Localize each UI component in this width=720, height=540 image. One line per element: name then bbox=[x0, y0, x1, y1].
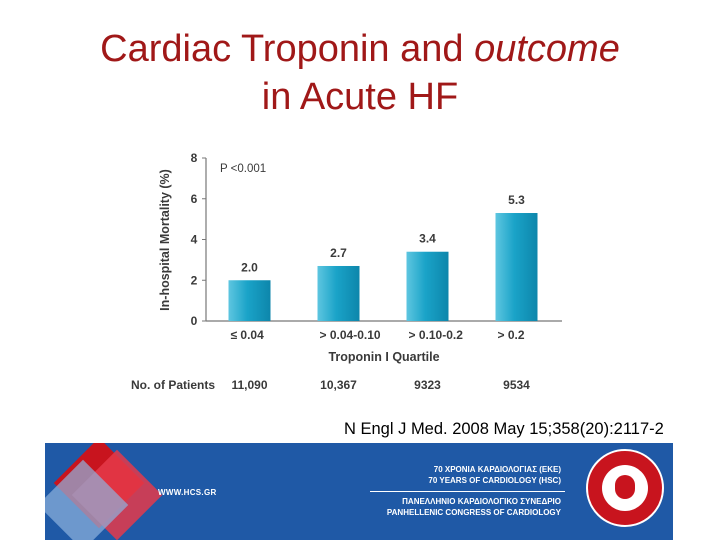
x-category-label: > 0.2 bbox=[498, 328, 525, 342]
footer-line4: PANHELLENIC CONGRESS OF CARDIOLOGY bbox=[386, 508, 561, 517]
heart-icon bbox=[615, 475, 635, 499]
y-tick-label: 2 bbox=[191, 273, 198, 287]
patients-row-label: No. of Patients bbox=[131, 378, 215, 392]
p-value-annotation: P <0.001 bbox=[220, 163, 266, 175]
bar-value-label: 2.0 bbox=[241, 260, 258, 274]
x-category-label: > 0.04-0.10 bbox=[320, 328, 381, 342]
y-tick-label: 6 bbox=[191, 192, 198, 206]
bar bbox=[406, 251, 449, 321]
patient-count: 10,367 bbox=[320, 378, 357, 392]
x-category-label: > 0.10-0.2 bbox=[409, 328, 464, 342]
bar-value-label: 3.4 bbox=[419, 232, 436, 246]
footer-url[interactable]: WWW.HCS.GR bbox=[158, 488, 217, 497]
y-tick-label: 4 bbox=[191, 233, 198, 247]
slide-title-line1: Cardiac Troponin and outcome bbox=[0, 26, 720, 72]
slide-title-line2: in Acute HF bbox=[261, 76, 459, 118]
patient-count: 9323 bbox=[414, 378, 441, 392]
bar bbox=[317, 265, 360, 321]
footer-line1: 70 ΧΡΟΝΙΑ ΚΑΡΔΙΟΛΟΓΙΑΣ (ΕΚΕ) bbox=[433, 465, 561, 474]
congress-seal-logo bbox=[586, 449, 664, 527]
bar bbox=[228, 280, 271, 321]
bar-value-label: 5.3 bbox=[508, 193, 525, 207]
patient-count: 11,090 bbox=[231, 378, 267, 392]
x-category-label: ≤ 0.04 bbox=[231, 328, 265, 342]
y-axis-label: In-hospital Mortality (%) bbox=[158, 169, 172, 311]
y-tick-label: 0 bbox=[191, 314, 198, 328]
bar-chart: 0 2 4 6 8 In-hospital Mortality (%) 2.0 ≤ 0.04 1… bbox=[131, 151, 562, 392]
x-axis-label: Troponin I Quartile bbox=[328, 350, 439, 364]
footer-line3: ΠΑΝΕΛΛΗΝΙΟ ΚΑΡΔΙΟΛΟΓΙΚΟ ΣΥΝΕΔΡΙΟ bbox=[402, 497, 561, 506]
slide-title-italic: outcome bbox=[474, 28, 620, 70]
bar-value-label: 2.7 bbox=[330, 246, 347, 260]
footer-divider bbox=[370, 491, 565, 492]
y-tick-label: 8 bbox=[191, 151, 198, 165]
footer-line2: 70 YEARS OF CARDIOLOGY (HSC) bbox=[428, 476, 561, 485]
citation: N Engl J Med. 2008 May 15;358(20):2117-2 bbox=[344, 420, 664, 438]
bar bbox=[495, 213, 538, 321]
footer-banner: WWW.HCS.GR 70 ΧΡΟΝΙΑ ΚΑΡΔΙΟΛΟΓΙΑΣ (ΕΚΕ) … bbox=[45, 443, 673, 540]
slide-title-text: Cardiac Troponin and bbox=[100, 28, 475, 70]
patient-count: 9534 bbox=[503, 378, 530, 392]
